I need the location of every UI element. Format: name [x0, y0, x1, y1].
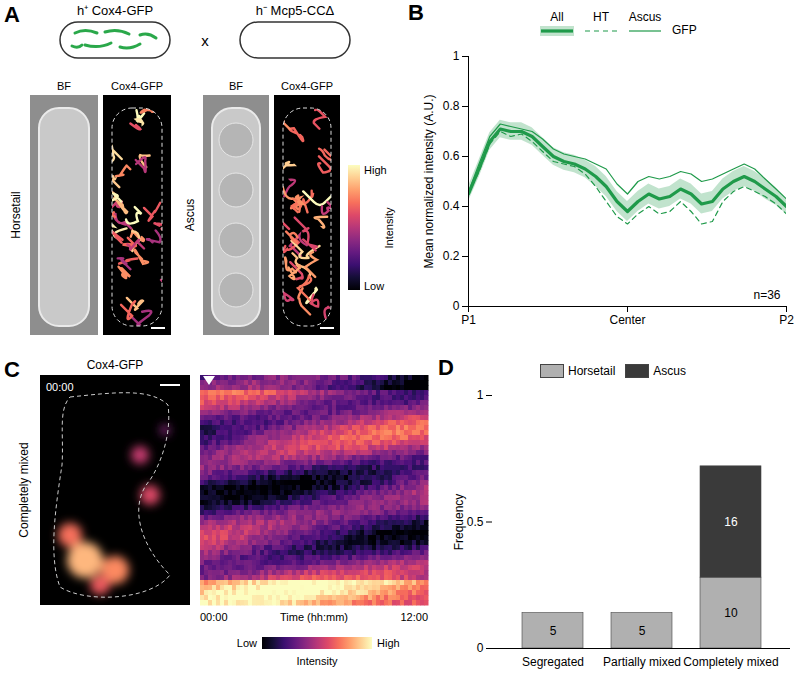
html-text:HT: HT [593, 10, 609, 24]
svg-text:16: 16 [724, 515, 738, 529]
svg-text:High: High [377, 637, 400, 649]
svg-text:1: 1 [477, 388, 484, 402]
svg-text:00:00: 00:00 [46, 381, 74, 393]
svg-text:C: C [4, 357, 20, 382]
svg-text:Cox4-GFP: Cox4-GFP [87, 358, 144, 372]
svg-text:BF: BF [229, 80, 243, 92]
svg-text:x: x [201, 32, 209, 49]
svg-text:P1: P1 [461, 313, 476, 327]
svg-text:Cox4-GFP: Cox4-GFP [111, 80, 163, 92]
html-text:Ascus: Ascus [653, 364, 686, 378]
html-text:B: B [408, 0, 424, 25]
svg-text:n=36: n=36 [753, 288, 780, 302]
svg-text:0.4: 0.4 [443, 199, 460, 213]
svg-text:Completely mixed: Completely mixed [17, 442, 31, 537]
svg-text:12:00: 12:00 [400, 611, 428, 623]
svg-text:Ascus: Ascus [183, 199, 197, 232]
svg-text:Intensity: Intensity [383, 207, 395, 248]
svg-text:Frequency: Frequency [452, 494, 466, 551]
html-text:GFP: GFP [672, 23, 697, 37]
svg-text:Center: Center [609, 313, 645, 327]
svg-text:0.2: 0.2 [443, 249, 460, 263]
svg-text:Low: Low [364, 280, 384, 292]
svg-text:5: 5 [550, 624, 557, 638]
svg-text:Segregated: Segregated [522, 655, 584, 669]
html-text:D: D [438, 355, 454, 380]
svg-text:Horsetail: Horsetail [9, 191, 23, 238]
svg-text:h⁺ Cox4-GFP: h⁺ Cox4-GFP [77, 3, 153, 18]
html-text:Horsetail: Horsetail [568, 364, 616, 378]
svg-text:0.6: 0.6 [443, 149, 460, 163]
svg-text:Partially mixed: Partially mixed [603, 655, 681, 669]
svg-text:h⁻ Mcp5-CCΔ: h⁻ Mcp5-CCΔ [256, 3, 335, 18]
svg-text:00:00: 00:00 [200, 611, 228, 623]
svg-text:0.5: 0.5 [467, 515, 484, 529]
svg-text:BF: BF [57, 80, 71, 92]
svg-text:1: 1 [453, 49, 460, 63]
svg-text:Completely mixed: Completely mixed [683, 655, 778, 669]
svg-text:High: High [364, 164, 387, 176]
svg-text:5: 5 [639, 624, 646, 638]
svg-text:P2: P2 [779, 313, 794, 327]
html-text:Ascus: Ascus [628, 10, 662, 24]
svg-text:10: 10 [724, 606, 738, 620]
svg-text:A: A [4, 2, 20, 27]
svg-text:Low: Low [237, 637, 257, 649]
html-text:All: All [550, 10, 564, 24]
svg-text:0.8: 0.8 [443, 99, 460, 113]
svg-text:Time (hh:mm): Time (hh:mm) [280, 611, 348, 623]
svg-text:0: 0 [453, 299, 460, 313]
svg-text:Mean normalized intensity (A.U: Mean normalized intensity (A.U.) [422, 94, 436, 268]
svg-text:Intensity: Intensity [297, 655, 338, 667]
svg-text:Cox4-GFP: Cox4-GFP [281, 80, 333, 92]
svg-text:0: 0 [477, 641, 484, 655]
